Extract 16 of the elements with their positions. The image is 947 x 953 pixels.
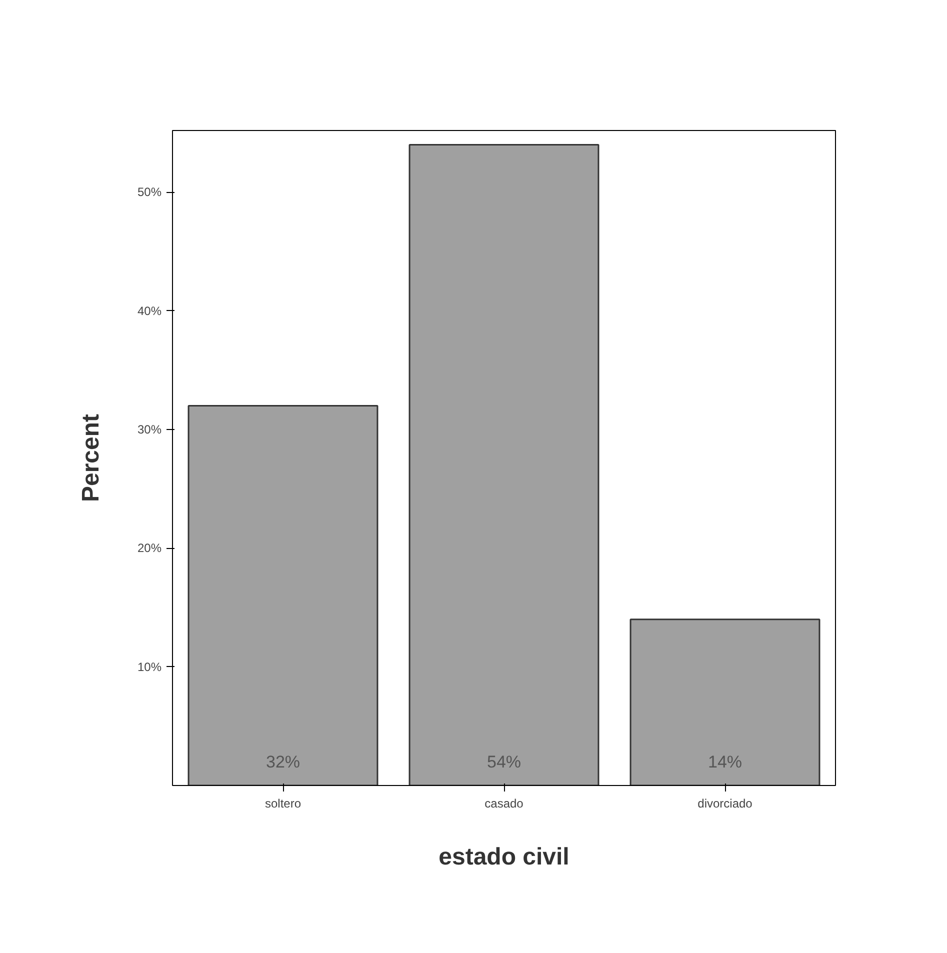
y-tick-label: 40%: [137, 304, 162, 318]
y-tick-label: 20%: [137, 541, 162, 556]
x-tick-label: divorciado: [698, 796, 753, 810]
y-tick-label: 30%: [137, 422, 162, 437]
x-tick-label: casado: [484, 796, 524, 810]
x-tick-label: soltero: [264, 796, 302, 810]
data-label: 32%: [266, 752, 300, 772]
bar: [408, 144, 600, 786]
bar: [188, 405, 378, 786]
y-tick-label: 10%: [137, 660, 162, 674]
y-axis-title: Percent: [77, 414, 104, 502]
data-label: 14%: [708, 752, 742, 772]
data-label: 54%: [486, 752, 522, 772]
x-axis-title: estado civil: [438, 844, 570, 870]
bar: [630, 618, 820, 786]
y-tick-label: 50%: [137, 185, 162, 200]
